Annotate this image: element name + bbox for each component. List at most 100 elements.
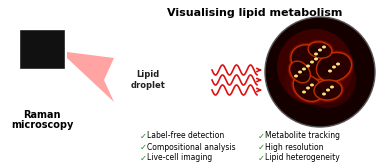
Ellipse shape <box>312 78 344 102</box>
Ellipse shape <box>197 107 205 114</box>
FancyBboxPatch shape <box>58 47 67 61</box>
Ellipse shape <box>108 125 116 133</box>
Ellipse shape <box>326 89 330 92</box>
Circle shape <box>196 86 200 90</box>
Ellipse shape <box>108 27 116 35</box>
Ellipse shape <box>293 74 323 101</box>
Ellipse shape <box>291 73 325 103</box>
Ellipse shape <box>120 20 127 29</box>
Ellipse shape <box>189 117 197 125</box>
Text: High resolution: High resolution <box>265 142 324 151</box>
Ellipse shape <box>298 70 302 73</box>
FancyBboxPatch shape <box>20 30 64 68</box>
Ellipse shape <box>310 60 314 63</box>
Ellipse shape <box>91 46 99 53</box>
Ellipse shape <box>318 48 322 51</box>
Circle shape <box>193 63 197 67</box>
Text: ✓: ✓ <box>258 142 265 151</box>
Text: microscopy: microscopy <box>11 120 73 130</box>
Ellipse shape <box>158 16 164 25</box>
Text: ✓: ✓ <box>140 142 147 151</box>
Ellipse shape <box>314 50 353 84</box>
Circle shape <box>190 83 194 87</box>
Ellipse shape <box>99 117 107 125</box>
Polygon shape <box>67 52 114 102</box>
Ellipse shape <box>306 87 310 90</box>
Ellipse shape <box>302 91 306 94</box>
FancyBboxPatch shape <box>93 94 103 114</box>
Ellipse shape <box>291 45 333 79</box>
Text: Visualising lipid metabolism: Visualising lipid metabolism <box>167 8 343 18</box>
Ellipse shape <box>120 131 127 140</box>
Text: ✓: ✓ <box>140 131 147 140</box>
Ellipse shape <box>132 135 138 144</box>
Ellipse shape <box>330 86 334 89</box>
Ellipse shape <box>314 80 342 100</box>
Ellipse shape <box>169 20 176 29</box>
Ellipse shape <box>336 62 340 65</box>
Ellipse shape <box>322 45 326 48</box>
Circle shape <box>109 103 113 107</box>
Ellipse shape <box>332 65 336 68</box>
Text: Live-cell imaging: Live-cell imaging <box>147 153 212 162</box>
Circle shape <box>300 52 356 108</box>
Circle shape <box>193 80 197 84</box>
Circle shape <box>190 57 194 61</box>
Ellipse shape <box>306 40 334 60</box>
Ellipse shape <box>197 46 205 53</box>
Circle shape <box>187 57 191 61</box>
Ellipse shape <box>158 135 164 144</box>
Ellipse shape <box>322 93 326 96</box>
Ellipse shape <box>290 61 310 83</box>
Text: Lipid
droplet: Lipid droplet <box>130 70 166 90</box>
Ellipse shape <box>145 15 151 24</box>
Circle shape <box>190 63 194 67</box>
Ellipse shape <box>316 52 352 81</box>
Ellipse shape <box>145 136 151 145</box>
Circle shape <box>96 28 200 132</box>
Circle shape <box>190 80 194 84</box>
Ellipse shape <box>201 96 211 102</box>
Ellipse shape <box>308 42 332 58</box>
Ellipse shape <box>288 59 312 85</box>
Ellipse shape <box>83 83 92 89</box>
Ellipse shape <box>132 16 138 25</box>
Text: Metabolite tracking: Metabolite tracking <box>265 131 340 140</box>
Text: Compositional analysis: Compositional analysis <box>147 142 235 151</box>
Text: Lipid heterogeneity: Lipid heterogeneity <box>265 153 340 162</box>
Ellipse shape <box>204 83 213 89</box>
Text: ✓: ✓ <box>140 153 147 162</box>
Circle shape <box>109 100 113 104</box>
Ellipse shape <box>180 27 187 35</box>
Ellipse shape <box>314 57 318 60</box>
Circle shape <box>187 60 191 64</box>
Text: Raman: Raman <box>23 110 61 120</box>
Ellipse shape <box>189 35 197 43</box>
Ellipse shape <box>310 84 314 87</box>
Circle shape <box>106 103 110 107</box>
Circle shape <box>285 62 325 102</box>
Text: ✓: ✓ <box>258 131 265 140</box>
Ellipse shape <box>83 71 92 77</box>
Ellipse shape <box>91 107 99 114</box>
Circle shape <box>112 103 116 107</box>
Ellipse shape <box>294 74 298 77</box>
Circle shape <box>190 60 194 64</box>
Circle shape <box>193 86 197 90</box>
Ellipse shape <box>204 71 213 77</box>
Ellipse shape <box>302 67 306 70</box>
Text: ✓: ✓ <box>258 153 265 162</box>
Circle shape <box>106 100 110 104</box>
Ellipse shape <box>85 96 94 102</box>
Circle shape <box>109 106 113 110</box>
Ellipse shape <box>328 69 332 72</box>
Ellipse shape <box>314 52 318 55</box>
Ellipse shape <box>169 131 176 140</box>
Circle shape <box>193 60 197 64</box>
Text: Label-free detection: Label-free detection <box>147 131 224 140</box>
Ellipse shape <box>85 58 94 64</box>
Circle shape <box>112 106 116 110</box>
Circle shape <box>265 17 375 127</box>
Ellipse shape <box>306 64 310 67</box>
Circle shape <box>277 29 353 105</box>
